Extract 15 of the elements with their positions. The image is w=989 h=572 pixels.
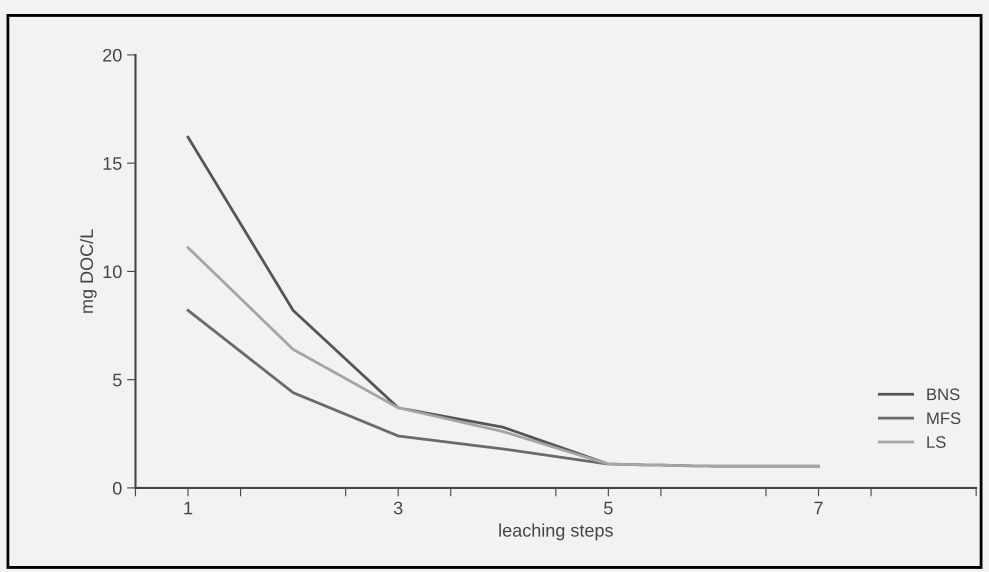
y-axis-title: mg DOC/L — [80, 229, 97, 313]
y-tick-label: 0 — [112, 482, 122, 495]
y-tick-label: 15 — [104, 157, 122, 170]
legend-label: LS — [927, 436, 946, 448]
y-tick-label: 10 — [104, 265, 122, 278]
x-tick-label: 1 — [184, 502, 192, 514]
legend-label: BNS — [927, 388, 960, 400]
y-tick-label: 20 — [103, 48, 122, 62]
y-tick-label: 5 — [112, 374, 122, 386]
x-axis-title: leaching steps — [499, 523, 613, 540]
x-tick-label: 7 — [814, 502, 823, 514]
legend-label: MFS — [927, 412, 960, 424]
line-series — [186, 246, 820, 468]
x-tick-label: 3 — [394, 502, 402, 514]
x-tick-label: 5 — [604, 502, 613, 514]
